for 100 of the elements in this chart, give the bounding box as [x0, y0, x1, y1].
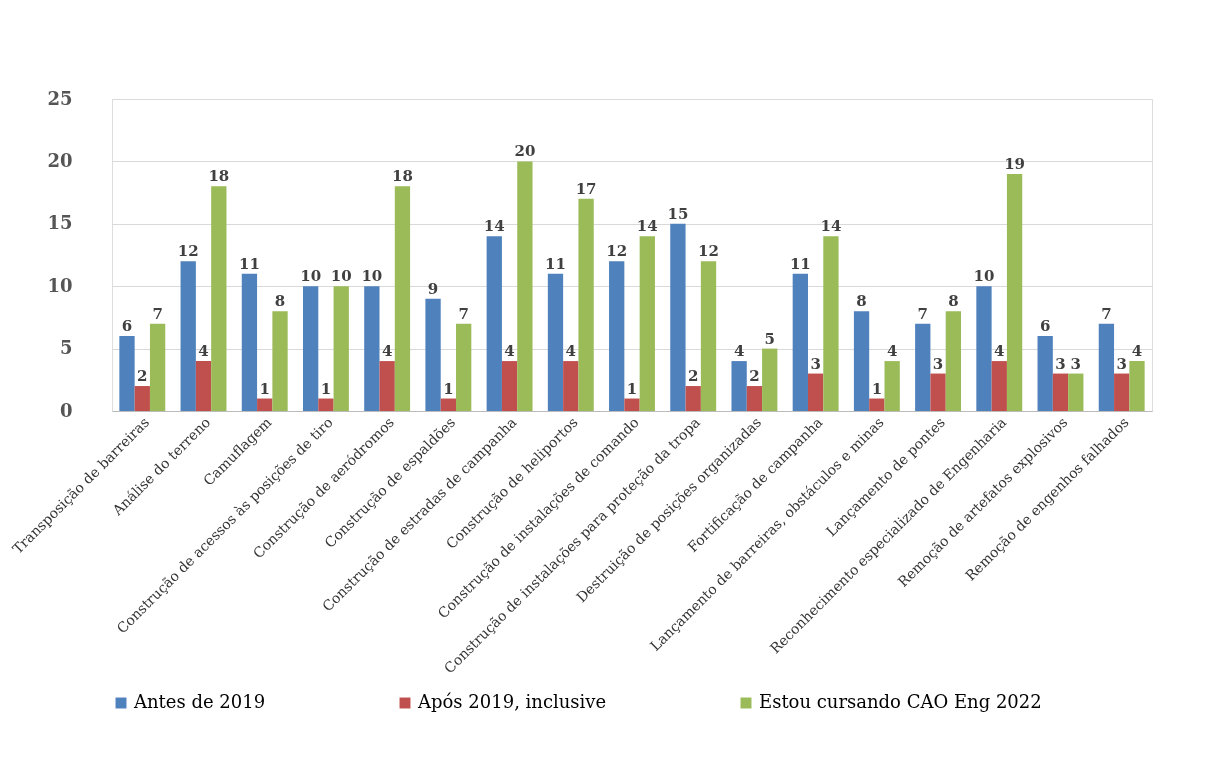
bar	[379, 361, 395, 411]
bar	[869, 398, 885, 411]
bar	[930, 373, 946, 411]
y-tick-label: 25	[47, 87, 73, 109]
bar	[195, 361, 212, 411]
bar	[456, 323, 472, 411]
data-label: 4	[504, 342, 515, 361]
bar	[1098, 323, 1115, 411]
bar	[991, 361, 1007, 411]
data-label: 5	[764, 329, 775, 348]
bar	[547, 273, 564, 411]
bar	[685, 386, 701, 411]
data-label: 3	[1055, 354, 1066, 373]
y-tick-label: 15	[47, 212, 73, 234]
data-label: 11	[238, 254, 260, 273]
bar	[302, 286, 319, 411]
data-label: 3	[810, 354, 821, 373]
data-label: 14	[820, 217, 842, 236]
bar	[149, 323, 166, 411]
bar	[1114, 373, 1130, 411]
data-label: 4	[886, 342, 898, 361]
data-label: 10	[330, 267, 352, 286]
bar	[211, 186, 227, 411]
data-label: 4	[1131, 342, 1143, 361]
bar	[609, 261, 625, 411]
bar	[333, 286, 349, 411]
y-tick-label: 20	[47, 149, 73, 171]
bar	[731, 361, 747, 411]
legend-label: Estou cursando CAO Eng 2022	[759, 691, 1042, 712]
bar	[976, 286, 992, 411]
data-label: 4	[381, 342, 393, 361]
data-label: 4	[565, 342, 577, 361]
bar	[394, 186, 411, 411]
bar	[823, 236, 839, 411]
bar	[257, 398, 273, 411]
data-label: 18	[208, 167, 230, 186]
bar	[318, 398, 334, 411]
data-label: 8	[856, 292, 867, 311]
bar	[180, 261, 196, 411]
bar	[624, 398, 640, 411]
y-tick-label: 10	[47, 274, 73, 296]
data-label: 1	[259, 379, 270, 398]
bar	[578, 198, 594, 411]
bar	[945, 311, 962, 411]
bar	[700, 261, 717, 411]
y-tick-label: 5	[59, 337, 73, 359]
data-label: 2	[687, 367, 699, 386]
data-label: 4	[994, 342, 1005, 361]
data-label: 7	[458, 304, 469, 323]
data-label: 1	[871, 379, 883, 398]
data-label: 9	[427, 279, 439, 298]
bar	[119, 336, 135, 411]
bar	[853, 311, 870, 411]
data-label: 14	[636, 217, 658, 236]
bar	[670, 223, 686, 411]
data-label: 10	[361, 267, 383, 286]
data-label: 8	[274, 292, 286, 311]
data-label: 12	[177, 242, 199, 261]
bar	[425, 298, 441, 411]
data-label: 10	[973, 267, 995, 286]
data-label: 10	[300, 267, 322, 286]
bar	[746, 386, 763, 411]
data-label: 20	[514, 142, 536, 161]
data-label: 2	[137, 367, 148, 386]
y-tick-label: 0	[59, 399, 73, 421]
data-label: 3	[1070, 354, 1082, 373]
data-label: 18	[392, 167, 413, 186]
data-label: 12	[606, 242, 628, 261]
data-label: 12	[698, 242, 719, 261]
bar	[807, 373, 824, 411]
data-label: 6	[1039, 317, 1051, 336]
data-label: 1	[443, 379, 454, 398]
bar	[272, 311, 288, 411]
bar	[1052, 373, 1069, 411]
bar	[134, 386, 150, 411]
bar	[241, 273, 258, 411]
bar	[440, 398, 457, 411]
data-label: 2	[749, 367, 760, 386]
data-label: 7	[152, 304, 163, 323]
bar	[1006, 173, 1023, 411]
bar	[1037, 336, 1053, 411]
data-label: 4	[198, 342, 209, 361]
data-label: 7	[1101, 304, 1112, 323]
bar	[517, 161, 533, 411]
bar	[762, 348, 778, 411]
bar	[364, 286, 380, 411]
data-label: 1	[320, 379, 332, 398]
bar	[639, 236, 655, 411]
data-label: 11	[545, 254, 566, 273]
bar	[1068, 373, 1084, 411]
data-label: 4	[733, 342, 745, 361]
bar	[1129, 361, 1145, 411]
bar	[501, 361, 518, 411]
data-label: 17	[575, 179, 597, 198]
bar	[563, 361, 579, 411]
data-label: 1	[626, 379, 638, 398]
bar	[486, 236, 502, 411]
legend-label: Após 2019, inclusive	[417, 691, 607, 712]
data-label: 6	[121, 317, 133, 336]
bar	[792, 273, 808, 411]
